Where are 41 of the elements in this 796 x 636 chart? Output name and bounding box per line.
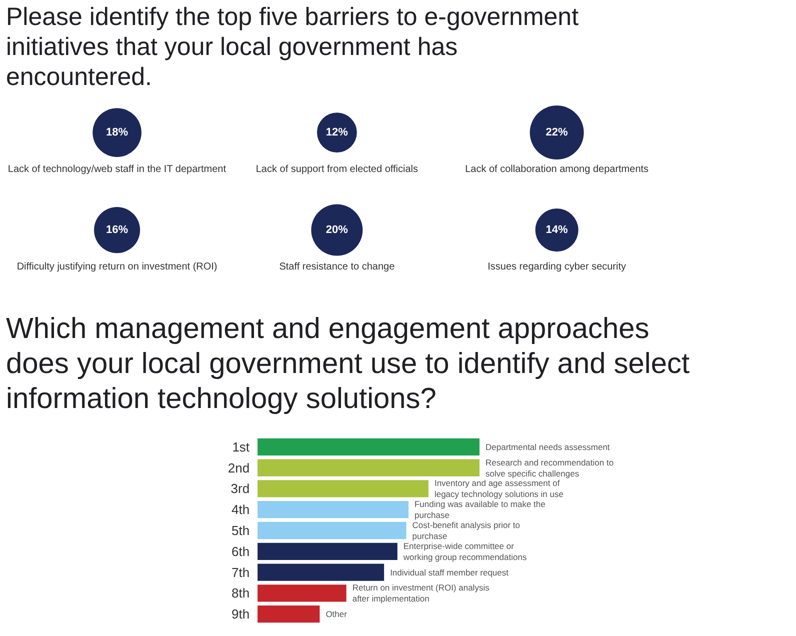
data-label: 18% bbox=[106, 126, 128, 139]
y-tick-label: 1st bbox=[232, 439, 250, 454]
bar bbox=[258, 605, 320, 623]
data-label: 20% bbox=[326, 224, 348, 236]
category-label: Lack of collaboration among departments bbox=[465, 164, 649, 176]
text: Please identify the top five barriers to e-government initiatives that your local government has encountered. bbox=[5, 2, 580, 92]
annotation: Research and recommendation to solve specific challenges bbox=[486, 457, 614, 478]
y-tick-label: 9th bbox=[231, 606, 250, 622]
bar bbox=[258, 459, 480, 476]
annotation: Enterprise-wide committee or working group recommendations bbox=[402, 540, 527, 562]
y-tick-label: 4th bbox=[231, 502, 250, 518]
y-tick-label: 2nd bbox=[228, 460, 250, 476]
data-label: 12% bbox=[326, 126, 348, 139]
annotation: Funding was available to make the purchase bbox=[414, 499, 546, 520]
category-label: Issues regarding cyber security bbox=[488, 262, 626, 273]
y-tick-label: 5th bbox=[231, 523, 250, 538]
annotation: Inventory and age assessment of legacy technology solutions in use bbox=[434, 478, 564, 500]
bar bbox=[258, 564, 384, 581]
category-label: Staff resistance to change bbox=[279, 262, 396, 273]
bar bbox=[258, 438, 480, 456]
bar bbox=[258, 501, 408, 518]
category-label: Lack of support from elected officials bbox=[256, 164, 418, 176]
bar bbox=[258, 584, 346, 602]
y-tick-label: 3rd bbox=[230, 481, 250, 496]
data-label: 14% bbox=[546, 224, 568, 236]
annotation: Cost-benefit analysis prior to purchase bbox=[412, 520, 520, 541]
y-tick-label: 8th bbox=[231, 586, 250, 601]
y-tick-label: 7th bbox=[231, 564, 250, 580]
bar bbox=[258, 522, 406, 540]
category-label: Difficulty justifying return on investment (ROI) bbox=[16, 262, 218, 273]
annotation: Individual staff member request bbox=[390, 567, 510, 578]
annotation: Departmental needs assessment bbox=[486, 442, 610, 452]
y-tick-label: 6th bbox=[231, 544, 250, 559]
data-label: 16% bbox=[106, 224, 128, 236]
bar bbox=[258, 542, 398, 560]
category-label: Lack of technology/web staff in the IT department bbox=[8, 164, 226, 176]
annotation: Other bbox=[326, 609, 348, 620]
data-label: 22% bbox=[546, 126, 568, 139]
chart-title: Which management and engagement approaches does your local government use to identify and select information technology solutions? bbox=[5, 312, 690, 416]
bar bbox=[258, 480, 428, 498]
annotation: Return on investment (ROI) analysis after implementation bbox=[352, 582, 490, 604]
